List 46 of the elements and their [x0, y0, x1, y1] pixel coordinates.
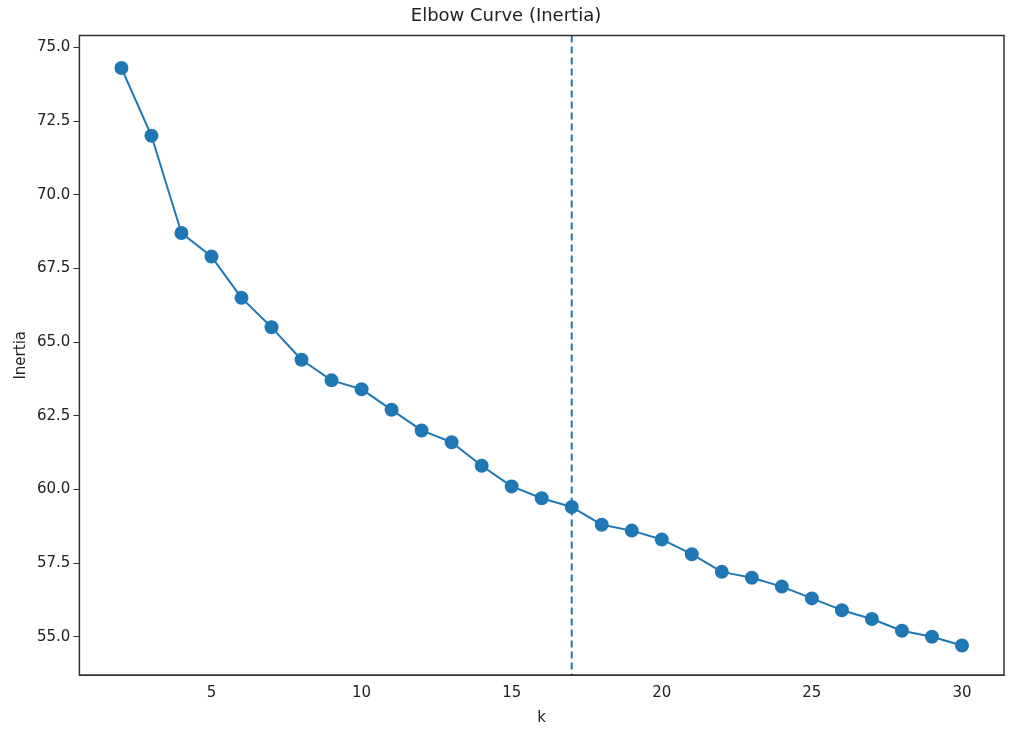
y-tick-label: 62.5: [36, 405, 71, 424]
point: [234, 290, 249, 305]
point: [174, 226, 189, 241]
point: [684, 547, 699, 562]
point: [264, 320, 279, 335]
point: [864, 612, 879, 627]
point: [204, 249, 219, 264]
point: [654, 532, 669, 547]
point: [114, 61, 129, 76]
point: [324, 373, 339, 388]
x-tick-label: 20: [652, 682, 672, 701]
point: [504, 479, 519, 494]
point: [714, 564, 729, 579]
point: [744, 570, 759, 585]
point: [474, 458, 489, 473]
y-tick-label: 65.0: [36, 331, 71, 350]
point: [414, 423, 429, 438]
point: [144, 128, 159, 143]
y-tick-label: 75.0: [36, 37, 71, 56]
y-tick-label: 72.5: [36, 110, 71, 129]
point: [924, 629, 939, 644]
x-tick-label: 15: [502, 682, 522, 701]
point: [384, 402, 399, 417]
x-tick-label: 25: [802, 682, 822, 701]
point: [534, 491, 549, 506]
point: [894, 623, 909, 638]
y-tick-label: 70.0: [36, 184, 71, 203]
y-tick-label: 67.5: [36, 258, 71, 277]
chart-title: Elbow Curve (Inertia): [410, 4, 602, 26]
x-tick-label: 10: [352, 682, 372, 701]
x-axis-title: k: [537, 707, 547, 726]
point: [354, 382, 369, 397]
point: [774, 579, 789, 594]
point: [804, 591, 819, 606]
y-tick-label: 57.5: [36, 552, 71, 571]
y-tick-label: 60.0: [36, 479, 71, 498]
point: [594, 517, 609, 532]
point: [624, 523, 639, 538]
y-tick-label: 55.0: [36, 626, 71, 645]
point: [834, 603, 849, 618]
point: [954, 638, 969, 653]
point: [294, 352, 309, 367]
x-tick-label: 30: [952, 682, 972, 701]
x-tick-label: 5: [206, 682, 217, 701]
y-axis-title: Inertia: [10, 331, 29, 380]
point: [444, 435, 459, 450]
